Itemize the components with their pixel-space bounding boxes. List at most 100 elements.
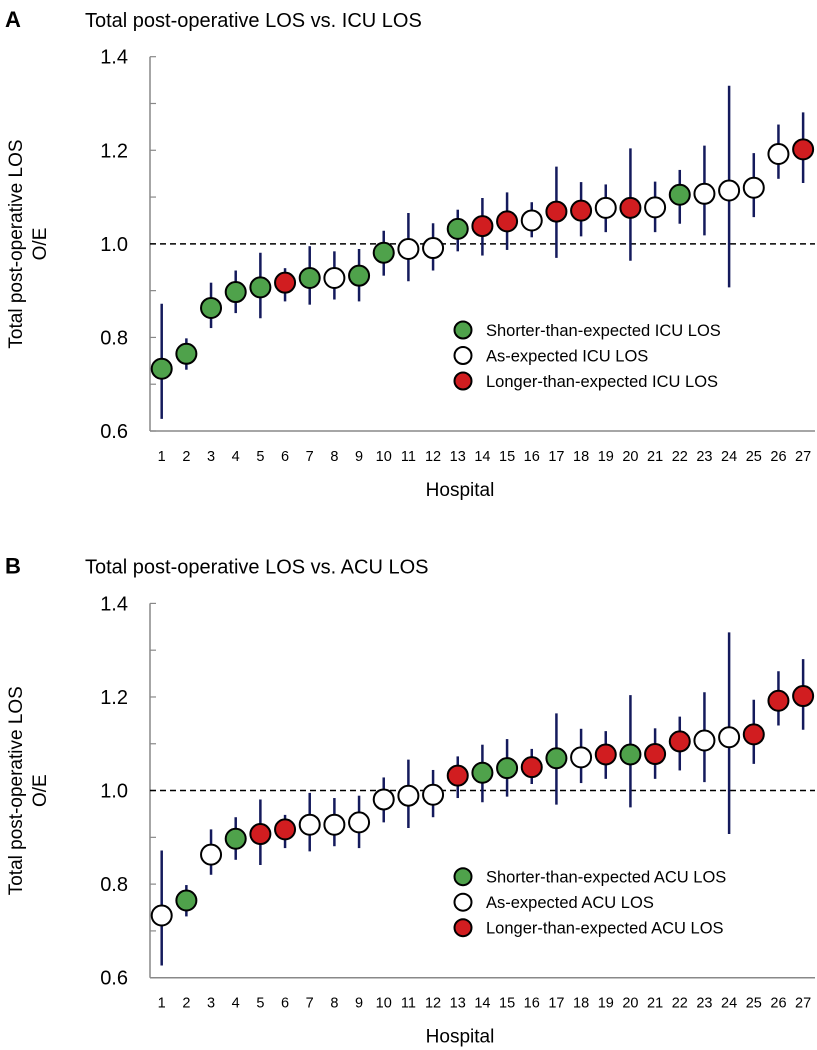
panel-letter: A <box>5 7 21 32</box>
data-point-as-expected <box>767 143 790 166</box>
x-tick-label: 17 <box>548 449 564 465</box>
x-tick-label: 20 <box>622 996 638 1012</box>
data-point-as-expected <box>323 267 346 290</box>
x-tick-label: 3 <box>207 449 215 465</box>
x-tick-label: 4 <box>232 449 240 465</box>
x-tick-label: 18 <box>573 449 589 465</box>
x-tick-label: 8 <box>330 996 338 1012</box>
data-point-longer <box>446 764 469 787</box>
legend-label: Shorter-than-expected ACU LOS <box>486 869 726 887</box>
y-tick-label: 0.8 <box>100 874 128 896</box>
data-point-longer <box>274 818 297 841</box>
x-tick-label: 7 <box>306 996 314 1012</box>
panel-letter: B <box>5 554 21 579</box>
x-tick-label: 27 <box>795 449 811 465</box>
data-point-as-expected <box>644 196 667 219</box>
x-axis-label: Hospital <box>426 1027 495 1048</box>
x-tick-label: 15 <box>499 449 515 465</box>
x-tick-label: 14 <box>474 449 490 465</box>
data-point-as-expected <box>323 813 346 836</box>
legend-marker-as-expected <box>453 892 473 912</box>
data-point-as-expected <box>693 729 716 752</box>
data-point-as-expected <box>594 196 617 219</box>
x-tick-label: 17 <box>548 996 564 1012</box>
legend-marker-as-expected <box>453 346 473 365</box>
data-point-as-expected <box>200 843 223 866</box>
y-tick-label: 1.4 <box>100 593 128 615</box>
legend-label: Shorter-than-expected ICU LOS <box>486 322 721 340</box>
data-point-as-expected <box>693 182 716 205</box>
y-tick-label: 1.2 <box>100 140 128 162</box>
data-point-longer <box>545 200 568 223</box>
x-tick-label: 5 <box>256 449 264 465</box>
x-tick-label: 10 <box>376 996 392 1012</box>
panel-a: A Total post-operative LOS vs. ICU LOS H… <box>5 7 815 501</box>
legend-marker-longer <box>453 371 473 391</box>
x-tick-label: 7 <box>306 449 314 465</box>
data-point-as-expected <box>422 783 445 806</box>
data-point-longer <box>274 271 297 294</box>
data-point-as-expected <box>718 179 741 202</box>
data-point-as-expected <box>372 788 395 811</box>
x-tick-label: 22 <box>672 996 688 1012</box>
x-tick-label: 20 <box>622 449 638 465</box>
data-point-shorter <box>348 264 371 287</box>
x-tick-label: 6 <box>281 996 289 1012</box>
x-tick-label: 22 <box>672 449 688 465</box>
data-point-shorter <box>545 747 568 770</box>
data-point-as-expected <box>150 904 173 927</box>
data-point-shorter <box>496 757 519 780</box>
y-tick-label: 1.0 <box>100 234 128 256</box>
y-axis-label-line1: Total post-operative LOS <box>6 139 27 348</box>
data-point-longer <box>792 138 815 161</box>
data-point-shorter <box>471 761 494 784</box>
legend-label: As-expected ICU LOS <box>486 348 648 366</box>
data-point-as-expected <box>718 726 741 749</box>
panel-b: B Total post-operative LOS vs. ACU LOS H… <box>5 554 815 1048</box>
x-tick-label: 11 <box>401 996 416 1012</box>
legend-label: As-expected ACU LOS <box>486 894 654 912</box>
x-tick-label: 24 <box>721 449 737 465</box>
x-tick-label: 21 <box>647 449 663 465</box>
legend-label: Longer-than-expected ICU LOS <box>486 373 718 391</box>
y-axis-label-line2: O/E <box>30 774 51 807</box>
data-point-longer <box>767 689 790 712</box>
data-point-shorter <box>224 827 247 850</box>
data-point-as-expected <box>397 784 420 807</box>
data-point-shorter <box>224 281 247 304</box>
x-tick-label: 2 <box>182 996 190 1012</box>
x-tick-label: 25 <box>746 449 762 465</box>
x-tick-label: 11 <box>401 449 416 465</box>
x-tick-label: 19 <box>598 449 614 465</box>
data-point-shorter <box>175 342 198 365</box>
x-tick-label: 26 <box>770 996 786 1012</box>
data-point-as-expected <box>298 813 321 836</box>
x-tick-label: 25 <box>746 996 762 1012</box>
data-point-shorter <box>298 267 321 290</box>
data-point-as-expected <box>520 209 543 232</box>
x-tick-label: 26 <box>770 449 786 465</box>
chart-title: Total post-operative LOS vs. ACU LOS <box>85 557 429 579</box>
data-point-shorter <box>668 183 691 206</box>
data-point-longer <box>249 823 272 846</box>
x-tick-label: 1 <box>158 449 166 465</box>
x-tick-label: 4 <box>232 996 240 1012</box>
data-point-shorter <box>249 276 272 299</box>
data-point-shorter <box>175 889 198 912</box>
data-point-as-expected <box>397 237 420 260</box>
data-point-shorter <box>619 743 642 766</box>
x-tick-label: 5 <box>256 996 264 1012</box>
x-tick-label: 21 <box>647 996 663 1012</box>
data-point-shorter <box>150 357 173 380</box>
x-tick-label: 9 <box>355 996 363 1012</box>
data-point-shorter <box>446 217 469 240</box>
x-tick-label: 8 <box>330 449 338 465</box>
data-point-as-expected <box>348 811 371 834</box>
data-point-longer <box>471 215 494 238</box>
plot-area: 0.60.81.01.21.41 2 3 4 5 6 7 8 9 10 11 12 13 14 15 16 17… <box>100 593 815 1012</box>
data-point-as-expected <box>422 237 445 260</box>
y-tick-label: 1.0 <box>100 781 128 803</box>
data-point-longer <box>742 723 765 746</box>
plot-area: 0.60.81.01.21.41 2 3 4 5 6 7 8 9 10 11 12 13 14 15 16 17… <box>100 47 815 465</box>
x-tick-label: 16 <box>524 996 540 1012</box>
